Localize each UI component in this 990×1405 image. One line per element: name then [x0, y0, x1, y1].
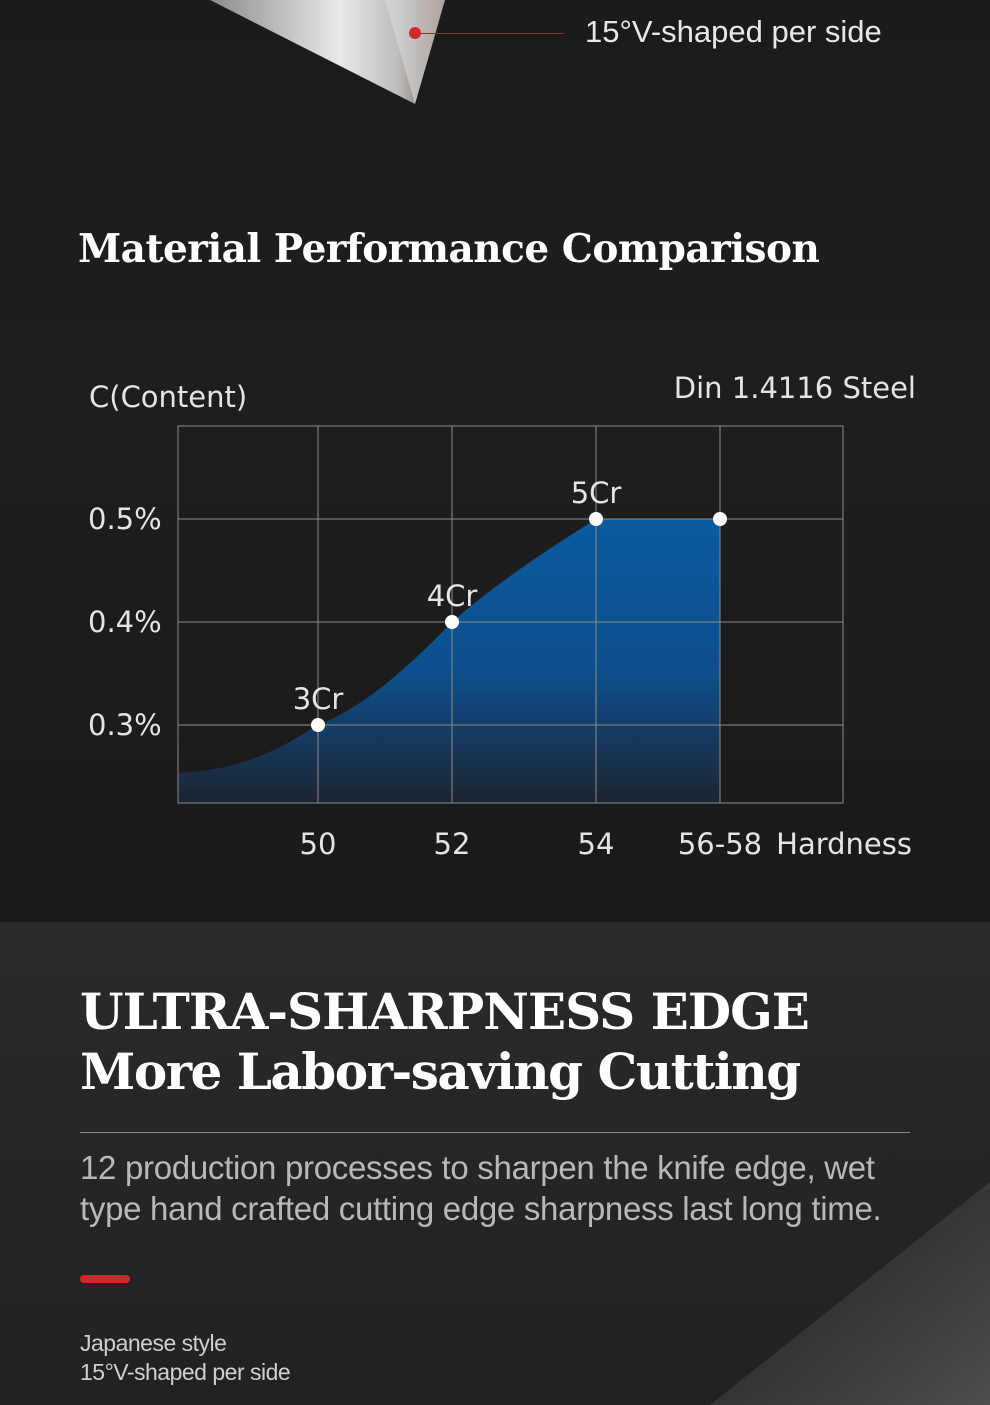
knife-tip-image: [210, 0, 445, 104]
y-tick-label: 0.5%: [88, 502, 162, 536]
x-axis-ticks: 50 52 54 56-58: [300, 827, 763, 861]
x-tick-label: 56-58: [678, 827, 762, 861]
blade-reflection-image: [710, 1182, 990, 1405]
edge-angle-footnote: 15°V-shaped per side: [80, 1359, 291, 1385]
x-tick-label: 54: [578, 827, 615, 861]
data-point-label: 5Cr: [571, 476, 622, 510]
headline-primary: ULTRA-SHARPNESS EDGE: [80, 982, 810, 1041]
top-section: 15°V-shaped per side Material Performanc…: [0, 0, 990, 922]
feature-description: 12 production processes to sharpen the k…: [80, 1149, 882, 1227]
edge-angle-caption: 15°V-shaped per side: [585, 14, 882, 49]
section-title: Material Performance Comparison: [78, 226, 820, 272]
plot-frame: [177, 425, 844, 804]
data-point-label: 4Cr: [427, 579, 478, 613]
x-axis-label: Hardness: [776, 827, 912, 861]
y-axis-ticks: 0.3% 0.4% 0.5%: [88, 502, 162, 742]
data-point-marker: [445, 615, 459, 629]
x-tick-label: 52: [434, 827, 471, 861]
divider: [80, 1132, 910, 1133]
data-point-marker: [311, 718, 325, 732]
y-tick-label: 0.4%: [88, 605, 162, 639]
bottom-section: ULTRA-SHARPNESS EDGE More Labor-saving C…: [0, 922, 990, 1405]
content-area: [178, 519, 720, 803]
data-point-marker: [589, 512, 603, 526]
callout-dot: [409, 27, 421, 39]
x-tick-label: 50: [300, 827, 337, 861]
gridlines: [178, 426, 843, 803]
y-tick-label: 0.3%: [88, 708, 162, 742]
y-axis-label: C(Content): [89, 380, 247, 414]
data-points: 3Cr 4Cr 5Cr: [293, 476, 727, 732]
headline-secondary: More Labor-saving Cutting: [80, 1042, 801, 1101]
style-label: Japanese style: [80, 1330, 227, 1356]
legend-label: Din 1.4116 Steel: [674, 371, 916, 405]
data-point-label: 3Cr: [293, 682, 344, 716]
accent-bar: [80, 1275, 130, 1283]
callout-line: [416, 33, 564, 34]
hardness-content-chart: C(Content) Din 1.4116 Steel Hardness 0.3…: [88, 371, 916, 861]
data-point-marker: [713, 512, 727, 526]
